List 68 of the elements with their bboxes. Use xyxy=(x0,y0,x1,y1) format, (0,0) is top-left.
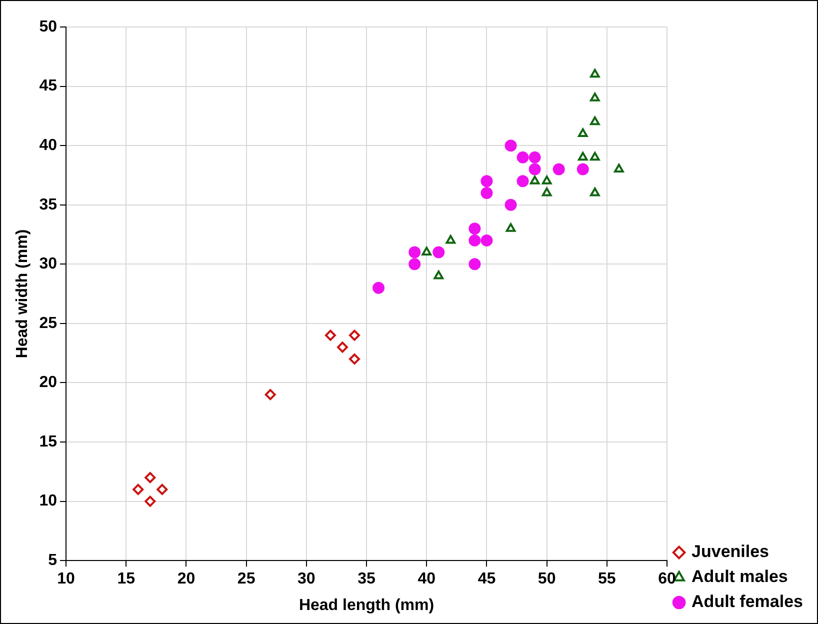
x-axis-title: Head length (mm) xyxy=(298,596,434,614)
point xyxy=(432,246,445,258)
y-tick-label: 30 xyxy=(39,256,58,273)
point xyxy=(408,258,421,270)
point xyxy=(552,163,565,176)
point xyxy=(530,176,540,184)
point xyxy=(132,484,144,495)
point xyxy=(348,330,360,341)
point xyxy=(576,163,589,176)
x-tick-label: 40 xyxy=(418,570,436,588)
x-tick-label: 50 xyxy=(538,570,556,588)
point xyxy=(504,198,517,211)
point xyxy=(422,246,432,256)
point xyxy=(468,222,481,235)
y-tick-label: 15 xyxy=(39,433,58,450)
y-tick-label: 45 xyxy=(39,78,58,95)
y-axis-title: Head width (mm) xyxy=(14,229,32,358)
point xyxy=(468,234,481,246)
y-tick-label: 50 xyxy=(39,18,58,36)
point xyxy=(144,472,156,484)
point xyxy=(590,152,600,161)
y-tick-label: 25 xyxy=(39,314,58,332)
y-tick-label: 10 xyxy=(39,492,58,510)
x-tick-label: 35 xyxy=(358,570,376,588)
point xyxy=(480,175,493,188)
y-tick-label: 5 xyxy=(48,552,58,570)
point xyxy=(504,140,517,152)
y-tick-label: 40 xyxy=(39,136,58,154)
legend-label: Adult males xyxy=(692,567,788,586)
point xyxy=(144,496,156,507)
x-tick-label: 25 xyxy=(237,570,256,588)
point xyxy=(590,116,600,126)
point xyxy=(468,258,481,270)
point xyxy=(516,175,529,188)
point xyxy=(446,234,456,244)
point xyxy=(336,342,348,353)
point xyxy=(528,151,541,164)
point xyxy=(590,92,600,102)
point xyxy=(372,282,385,294)
point xyxy=(578,152,588,161)
legend-label: Adult females xyxy=(692,592,804,612)
y-tick-label: 35 xyxy=(39,196,58,214)
x-tick-label: 10 xyxy=(57,570,75,588)
point xyxy=(156,484,168,495)
point xyxy=(516,151,529,164)
x-tick-label: 55 xyxy=(598,570,616,588)
point xyxy=(614,164,624,173)
point xyxy=(324,330,336,341)
point xyxy=(590,188,600,196)
x-tick-label: 45 xyxy=(478,570,496,588)
point xyxy=(408,246,421,258)
y-tick-label: 20 xyxy=(39,374,58,392)
point xyxy=(542,176,552,184)
legend-label: Juveniles xyxy=(692,542,770,562)
point xyxy=(578,128,588,137)
point xyxy=(542,188,552,196)
x-tick-label: 60 xyxy=(658,570,676,588)
point xyxy=(480,187,493,200)
point xyxy=(264,389,276,400)
x-tick-label: 15 xyxy=(117,570,136,588)
x-tick-label: 30 xyxy=(298,570,316,588)
point xyxy=(528,163,541,176)
x-tick-label: 20 xyxy=(177,570,196,588)
point xyxy=(480,234,493,246)
point xyxy=(590,68,600,78)
point xyxy=(434,270,444,280)
point xyxy=(348,354,360,365)
point xyxy=(506,223,516,232)
